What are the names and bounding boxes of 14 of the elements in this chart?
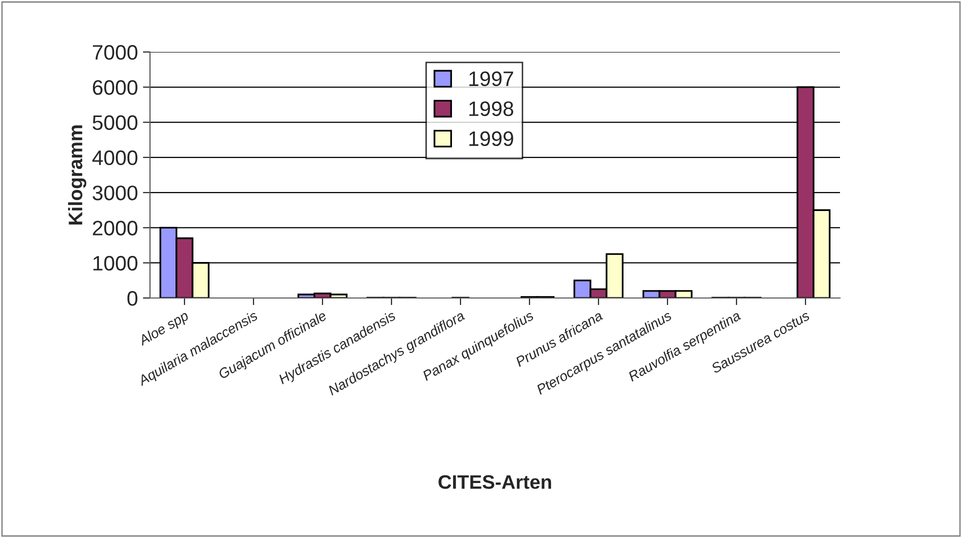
y-tick-label: 6000: [92, 80, 138, 95]
legend-label: 1998: [469, 101, 514, 116]
y-tick-label: 0: [127, 291, 138, 306]
y-tick-label: 4000: [92, 150, 138, 166]
x-axis-title: CITES-Arten: [438, 475, 552, 489]
y-tick-label: 1000: [93, 256, 138, 271]
y-tick-label: 5000: [92, 115, 138, 130]
legend-label: 1999: [469, 131, 514, 146]
y-tick-label: 3000: [92, 186, 138, 200]
legend-label: 1997: [469, 71, 514, 86]
y-tick-label: 7000: [92, 45, 138, 60]
x-tick-label: Aloe spp: [137, 310, 191, 348]
y-tick-label: 2000: [92, 220, 138, 236]
y-axis-title: Kilogramm: [68, 125, 86, 224]
